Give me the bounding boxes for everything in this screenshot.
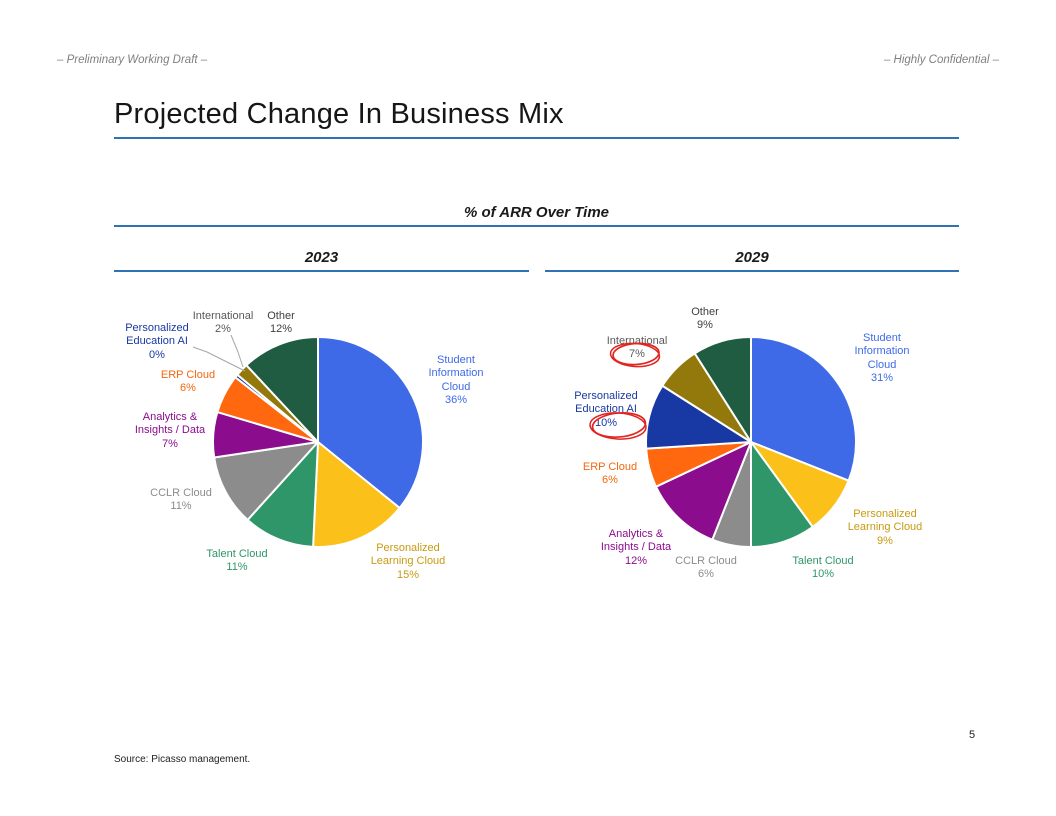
label-2023-talent-cloud: Talent Cloud 11% bbox=[206, 548, 268, 574]
source-note: Source: Picasso management. bbox=[114, 754, 251, 765]
label-2023-student-information-cloud: Student Information Cloud 36% bbox=[428, 354, 484, 407]
label-2029-talent-cloud: Talent Cloud 10% bbox=[792, 555, 854, 581]
header-note-confidential: – Highly Confidential – bbox=[883, 54, 999, 66]
pie-slice-cclr-cloud bbox=[213, 441, 319, 521]
label-2023-erp-cloud: ERP Cloud 6% bbox=[160, 369, 216, 395]
header-note-draft: – Preliminary Working Draft – bbox=[57, 54, 208, 66]
pie-slice-student-information-cloud bbox=[317, 336, 424, 510]
label-2029-other: Other 9% bbox=[691, 306, 719, 332]
label-2023-personalized-education-ai: Personalized Education AI 0% bbox=[125, 322, 189, 361]
label-2023-other: Other 12% bbox=[267, 310, 295, 336]
pie-chart-2029 bbox=[645, 336, 857, 548]
subtitle-rule bbox=[114, 225, 959, 227]
label-2029-cclr-cloud: CCLR Cloud 6% bbox=[675, 555, 737, 581]
column-header-2023: 2023 bbox=[304, 249, 339, 266]
pie-slice-talent-cloud bbox=[246, 441, 319, 548]
pie-slice-personalized-learning-cloud bbox=[312, 441, 401, 548]
title-rule bbox=[114, 137, 959, 139]
column-rule-2023 bbox=[114, 270, 529, 272]
label-2029-analytics-insights-data: Analytics & Insights / Data 12% bbox=[600, 528, 672, 567]
label-2029-international: International 7% bbox=[606, 335, 668, 361]
column-rule-2029 bbox=[545, 270, 959, 272]
label-2029-personalized-education-ai: Personalized Education AI 10% bbox=[574, 390, 638, 429]
label-2023-international: International 2% bbox=[192, 310, 254, 336]
chart-group-title: % of ARR Over Time bbox=[463, 204, 610, 221]
page-title: Projected Change In Business Mix bbox=[114, 98, 564, 130]
page-number: 5 bbox=[968, 729, 976, 741]
label-2023-cclr-cloud: CCLR Cloud 11% bbox=[150, 487, 212, 513]
label-2023-analytics-insights-data: Analytics & Insights / Data 7% bbox=[134, 411, 206, 450]
pie-slice-other bbox=[245, 336, 319, 443]
column-header-2029: 2029 bbox=[735, 249, 769, 266]
pie-chart-2023 bbox=[212, 336, 424, 548]
pie-slice-analytics-insights-data bbox=[654, 441, 752, 541]
label-2029-erp-cloud: ERP Cloud 6% bbox=[582, 461, 638, 487]
label-2029-student-information-cloud: Student Information Cloud 31% bbox=[854, 332, 910, 385]
pie-slice-student-information-cloud bbox=[750, 336, 857, 482]
label-2029-personalized-learning-cloud: Personalized Learning Cloud 9% bbox=[847, 508, 923, 547]
pie-slice-other bbox=[693, 336, 752, 443]
label-2023-personalized-learning-cloud: Personalized Learning Cloud 15% bbox=[370, 542, 446, 581]
